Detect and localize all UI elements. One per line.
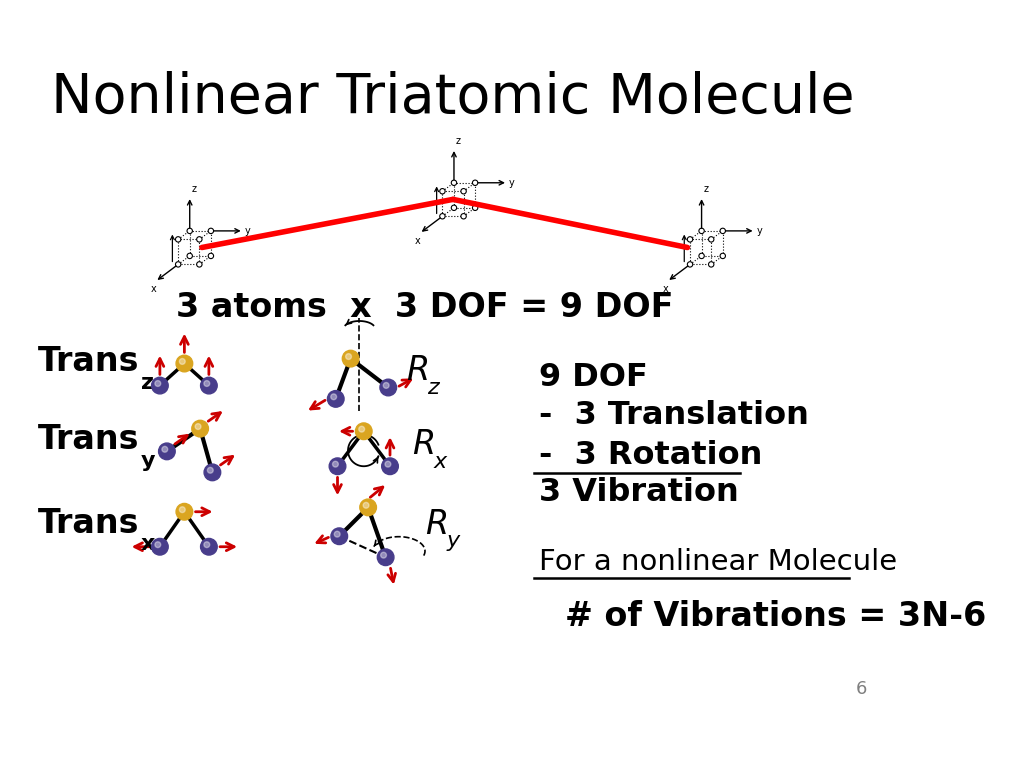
Text: $y$: $y$ xyxy=(446,533,462,553)
Text: y: y xyxy=(509,177,515,187)
Circle shape xyxy=(152,538,168,555)
Text: y: y xyxy=(757,226,763,236)
Circle shape xyxy=(333,462,338,467)
Circle shape xyxy=(204,464,221,481)
Circle shape xyxy=(208,253,214,259)
Circle shape xyxy=(175,262,181,267)
Circle shape xyxy=(720,228,725,233)
Circle shape xyxy=(331,394,337,399)
Circle shape xyxy=(176,356,193,372)
Text: x: x xyxy=(140,535,155,554)
Circle shape xyxy=(439,214,445,219)
Circle shape xyxy=(382,458,398,475)
Text: $R$: $R$ xyxy=(412,428,434,461)
Circle shape xyxy=(334,531,340,537)
Text: y: y xyxy=(245,226,251,236)
Circle shape xyxy=(687,262,692,267)
Circle shape xyxy=(155,541,161,548)
Circle shape xyxy=(709,237,714,242)
Circle shape xyxy=(472,205,478,210)
Circle shape xyxy=(364,502,369,508)
Circle shape xyxy=(187,228,193,233)
Text: Trans: Trans xyxy=(38,507,139,540)
Circle shape xyxy=(461,214,466,219)
Circle shape xyxy=(197,262,202,267)
Circle shape xyxy=(196,424,201,429)
Circle shape xyxy=(699,253,705,259)
Text: 6: 6 xyxy=(855,680,867,698)
Circle shape xyxy=(201,377,217,394)
Circle shape xyxy=(176,504,193,520)
Text: Trans: Trans xyxy=(38,345,139,378)
Text: x: x xyxy=(151,284,157,294)
Circle shape xyxy=(201,538,217,555)
Text: 3 Vibration: 3 Vibration xyxy=(539,477,738,508)
Text: y: y xyxy=(140,452,155,472)
Text: z: z xyxy=(456,136,461,146)
Circle shape xyxy=(452,205,457,210)
Circle shape xyxy=(179,507,185,512)
Text: Trans: Trans xyxy=(38,423,139,456)
Circle shape xyxy=(155,381,161,386)
Text: $R$: $R$ xyxy=(425,508,447,541)
Text: $x$: $x$ xyxy=(433,452,449,472)
Text: -  3 Translation: - 3 Translation xyxy=(539,400,809,431)
Text: z: z xyxy=(191,184,197,194)
Circle shape xyxy=(204,541,210,548)
Text: # of Vibrations = 3N-6: # of Vibrations = 3N-6 xyxy=(565,601,986,634)
Circle shape xyxy=(452,180,457,185)
Circle shape xyxy=(720,253,725,259)
Circle shape xyxy=(346,353,351,359)
Circle shape xyxy=(385,462,391,467)
Circle shape xyxy=(380,379,396,396)
Text: Nonlinear Triatomic Molecule: Nonlinear Triatomic Molecule xyxy=(51,71,855,124)
Circle shape xyxy=(191,420,209,437)
Text: $R$: $R$ xyxy=(406,353,428,386)
Circle shape xyxy=(699,228,705,233)
Circle shape xyxy=(342,350,359,367)
Circle shape xyxy=(152,377,168,394)
Circle shape xyxy=(329,458,346,475)
Circle shape xyxy=(175,237,181,242)
Circle shape xyxy=(208,228,214,233)
Circle shape xyxy=(331,528,347,545)
Text: For a nonlinear Molecule: For a nonlinear Molecule xyxy=(539,548,897,577)
Circle shape xyxy=(383,382,389,389)
Circle shape xyxy=(197,237,202,242)
Circle shape xyxy=(687,237,692,242)
Circle shape xyxy=(179,359,185,364)
Text: 3 atoms  x  3 DOF = 9 DOF: 3 atoms x 3 DOF = 9 DOF xyxy=(176,290,674,323)
Text: -  3 Rotation: - 3 Rotation xyxy=(539,440,762,472)
Circle shape xyxy=(328,391,344,407)
Circle shape xyxy=(472,180,478,185)
Circle shape xyxy=(359,499,377,515)
Circle shape xyxy=(461,189,466,194)
Circle shape xyxy=(187,253,193,259)
Circle shape xyxy=(709,262,714,267)
Text: $z$: $z$ xyxy=(427,378,441,398)
Circle shape xyxy=(162,446,168,452)
Circle shape xyxy=(159,443,175,460)
Circle shape xyxy=(208,468,213,473)
Circle shape xyxy=(355,423,372,439)
Text: 9 DOF: 9 DOF xyxy=(539,362,647,392)
Circle shape xyxy=(204,381,210,386)
Circle shape xyxy=(381,552,386,558)
Circle shape xyxy=(358,426,365,432)
Text: x: x xyxy=(663,284,668,294)
Text: x: x xyxy=(415,237,421,247)
Text: z: z xyxy=(703,184,709,194)
Text: z: z xyxy=(140,372,154,392)
Circle shape xyxy=(439,189,445,194)
Circle shape xyxy=(377,549,394,565)
